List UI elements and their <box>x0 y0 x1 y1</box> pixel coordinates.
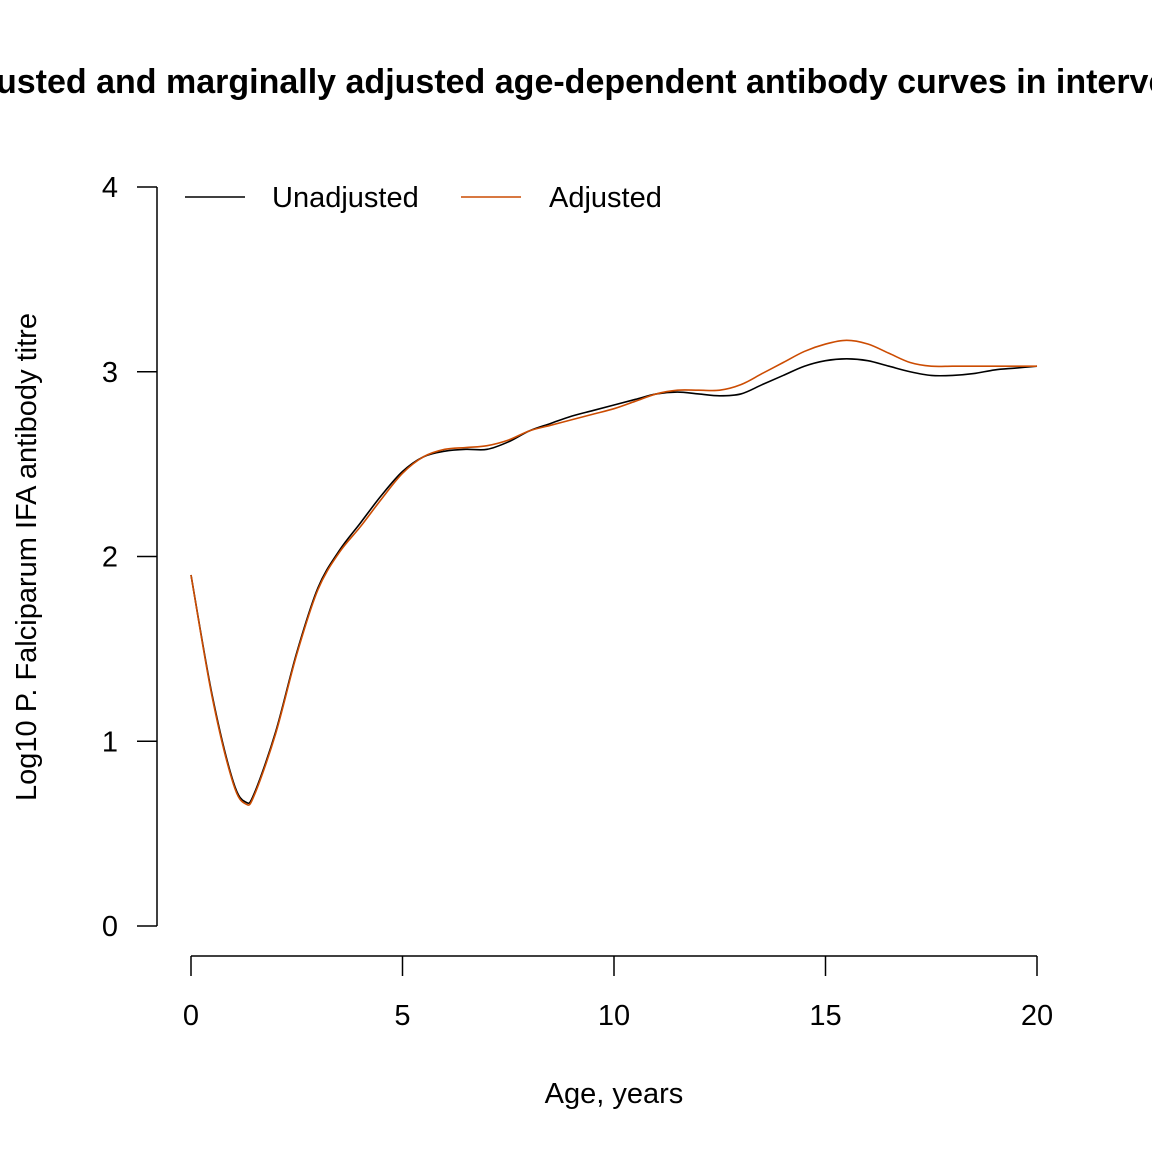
series-layer <box>190 339 1038 806</box>
x-tick-label: 10 <box>598 1000 630 1032</box>
x-tick-label: 20 <box>1021 1000 1053 1032</box>
x-tick-label: 0 <box>183 1000 199 1032</box>
y-tick-label: 3 <box>102 357 118 389</box>
chart-title: Unadjusted and marginally adjusted age-d… <box>0 63 1152 101</box>
legend-label-adjusted: Adjusted <box>549 182 662 214</box>
y-axis: 0 1 2 3 4 <box>102 172 158 943</box>
legend-label-unadjusted: Unadjusted <box>272 182 419 214</box>
series-line-unadjusted <box>190 358 1038 804</box>
x-axis: 0 5 10 15 20 <box>183 955 1053 1032</box>
x-tick-label: 5 <box>394 1000 410 1032</box>
y-tick-label: 4 <box>102 172 118 204</box>
y-tick-label: 0 <box>102 911 118 943</box>
y-axis-label: Log10 P. Falciparum IFA antibody titre <box>11 313 43 801</box>
x-axis-label: Age, years <box>545 1078 684 1110</box>
legend: Unadjusted Adjusted <box>185 182 662 214</box>
series-line-adjusted <box>190 339 1037 806</box>
x-tick-label: 15 <box>809 1000 841 1032</box>
y-tick-label: 2 <box>102 542 118 574</box>
y-tick-label: 1 <box>102 726 118 758</box>
